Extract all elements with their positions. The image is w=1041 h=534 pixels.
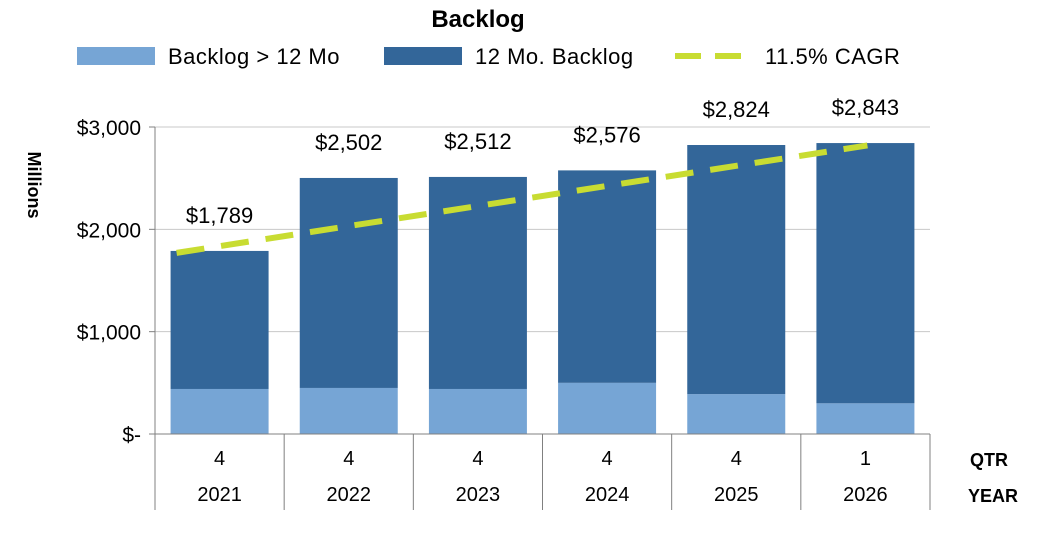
year-label-2021: 2021 <box>197 484 242 506</box>
year-label-2025: 2025 <box>714 484 759 506</box>
total-label-2023: $2,512 <box>444 129 511 154</box>
bar-backlog-over-12mo-2021 <box>170 388 269 434</box>
year-label-2026: 2026 <box>843 484 888 506</box>
x-axis: 4 2021 4 2022 4 2023 4 2024 4 2025 1 2026 QTR YEAR <box>154 433 1018 510</box>
year-label-2024: 2024 <box>585 484 630 506</box>
y-tick-label: $- <box>122 424 141 447</box>
total-label-2021: $1,789 <box>186 203 253 228</box>
bar-backlog-over-12mo-2022 <box>299 387 398 434</box>
y-axis-ticks: $- $1,000 $2,000 $3,000 <box>77 117 156 447</box>
bar-12mo-backlog-2025 <box>687 145 786 395</box>
legend-12mo-backlog-swatch <box>384 47 462 65</box>
bar-backlog-over-12mo-2025 <box>687 394 786 434</box>
qtr-label-2025: 4 <box>731 448 742 470</box>
total-label-2022: $2,502 <box>315 130 382 155</box>
trendline <box>176 142 868 256</box>
qtr-label-2022: 4 <box>343 448 354 470</box>
gridlines <box>155 126 930 333</box>
qtr-label-2023: 4 <box>472 448 483 470</box>
bar-backlog-over-12mo-2023 <box>428 388 527 434</box>
y-axis-label: Millions <box>24 152 44 219</box>
y-tick-label: $1,000 <box>77 322 141 345</box>
legend: Backlog > 12 Mo 12 Mo. Backlog 11.5% CAGR <box>77 44 900 69</box>
bar-backlog-over-12mo-2026 <box>816 403 915 434</box>
year-label-2022: 2022 <box>327 484 372 506</box>
qtr-label-2024: 4 <box>602 448 613 470</box>
year-label-2023: 2023 <box>456 484 501 506</box>
bars <box>170 143 915 434</box>
qtr-label-2021: 4 <box>214 448 225 470</box>
bar-12mo-backlog-2026 <box>816 143 915 404</box>
cagr-trendline <box>176 142 868 256</box>
bar-12mo-backlog-2021 <box>170 250 269 389</box>
bar-12mo-backlog-2024 <box>558 170 657 383</box>
legend-backlog-over-12mo-swatch <box>77 47 155 65</box>
total-label-2025: $2,824 <box>703 97 770 122</box>
qtr-row-label: QTR <box>970 450 1008 470</box>
y-tick-label: $3,000 <box>77 117 141 140</box>
y-tick-label: $2,000 <box>77 219 141 242</box>
qtr-label-2026: 1 <box>860 448 871 470</box>
bar-12mo-backlog-2022 <box>299 177 398 388</box>
data-labels: $1,789 $2,502 $2,512 $2,576 $2,824 $2,843 <box>186 95 899 228</box>
year-row-label: YEAR <box>968 486 1018 506</box>
legend-12mo-backlog-label: 12 Mo. Backlog <box>475 44 634 69</box>
total-label-2026: $2,843 <box>832 95 899 120</box>
total-label-2024: $2,576 <box>573 122 640 147</box>
bar-backlog-over-12mo-2024 <box>558 382 657 434</box>
legend-cagr-label: 11.5% CAGR <box>765 44 900 69</box>
chart-title: Backlog <box>431 6 524 33</box>
legend-backlog-over-12mo-label: Backlog > 12 Mo <box>168 44 340 69</box>
